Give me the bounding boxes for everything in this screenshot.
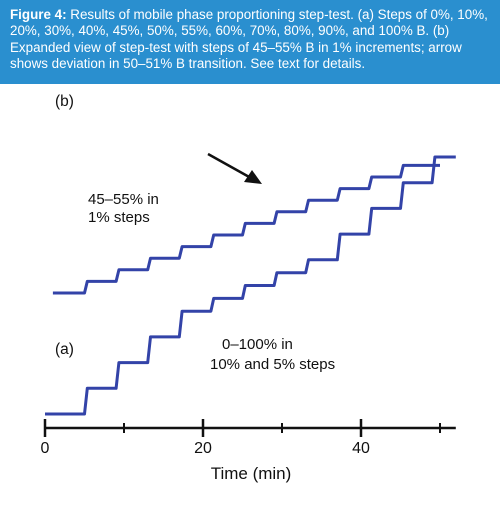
series-a-description-line-2: 10% and 5% steps bbox=[210, 356, 335, 373]
series-b-description: 45–55% in 1% steps bbox=[88, 191, 163, 226]
trace-a-line bbox=[45, 155, 456, 416]
x-axis: 0 20 40 bbox=[41, 419, 456, 457]
series-b-description-line-1: 45–55% in bbox=[88, 191, 159, 208]
series-b-description-line-2: 1% steps bbox=[88, 209, 150, 226]
x-tick-label: 40 bbox=[352, 440, 370, 457]
deviation-arrow-head bbox=[244, 170, 262, 184]
traces-group bbox=[45, 155, 456, 416]
series-a-description-line-1: 0–100% in bbox=[222, 336, 293, 353]
x-axis-title: Time (min) bbox=[211, 464, 292, 483]
chart-area: 0 20 40 (b) 45–55% in 1% steps (a) 0–100% … bbox=[0, 84, 500, 501]
figure-caption: Figure 4: Results of mobile phase propor… bbox=[0, 0, 500, 84]
deviation-arrow-shaft bbox=[207, 152, 252, 180]
caption-label: Figure 4: bbox=[10, 7, 67, 22]
trace-b-line bbox=[52, 163, 440, 295]
caption-text: Results of mobile phase proportioning st… bbox=[10, 7, 488, 72]
series-b-label: (b) bbox=[55, 93, 74, 110]
x-tick-label: 20 bbox=[194, 440, 212, 457]
x-tick-label: 0 bbox=[41, 440, 50, 457]
series-a-label: (a) bbox=[55, 341, 74, 358]
series-a-description: 0–100% in 10% and 5% steps bbox=[210, 336, 335, 373]
deviation-arrow bbox=[207, 152, 262, 184]
step-test-chart: 0 20 40 (b) 45–55% in 1% steps (a) 0–100% … bbox=[41, 93, 456, 483]
